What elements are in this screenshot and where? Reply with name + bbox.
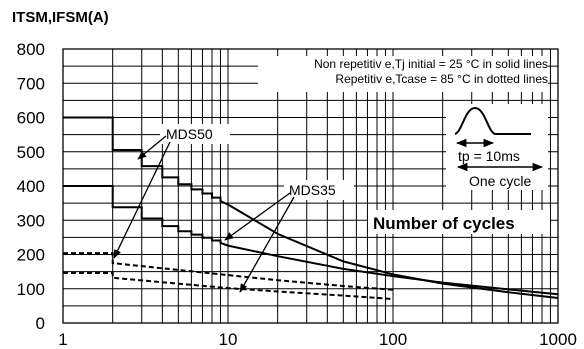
y-axis-title: ITSM,IFSM(A) [12, 9, 109, 26]
y-tick-label: 500 [17, 143, 45, 162]
series-mds35-solid-line [63, 186, 558, 294]
note-solid-lines: Non repetitiv e,Tj initial = 25 °C in so… [314, 57, 548, 71]
y-tick-label: 700 [17, 74, 45, 93]
y-tick-label: 200 [17, 246, 45, 265]
mds35-pointer-dotted [240, 197, 294, 292]
x-axis-caption: Number of cycles [373, 214, 515, 233]
x-tick-label: 100 [379, 330, 407, 349]
y-tick-label: 300 [17, 211, 45, 230]
x-tick-label: 1000 [539, 330, 577, 349]
y-tick-label: 800 [17, 40, 45, 59]
x-tick-label: 10 [219, 330, 238, 349]
note-dotted-lines: Repetitiv e,Tcase = 85 °C in dotted line… [335, 72, 548, 86]
y-tick-label: 0 [36, 314, 45, 333]
mds35-pointer-solid [225, 193, 290, 240]
y-tick-label: 100 [17, 280, 45, 299]
cycle-label: One cycle [469, 173, 531, 189]
tp-label: tp = 10ms [458, 148, 520, 164]
mds50-label: MDS50 [166, 126, 213, 142]
x-tick-label: 1 [58, 330, 67, 349]
mds35-label: MDS35 [289, 182, 336, 198]
y-tick-label: 400 [17, 177, 45, 196]
y-tick-label: 600 [17, 109, 45, 128]
